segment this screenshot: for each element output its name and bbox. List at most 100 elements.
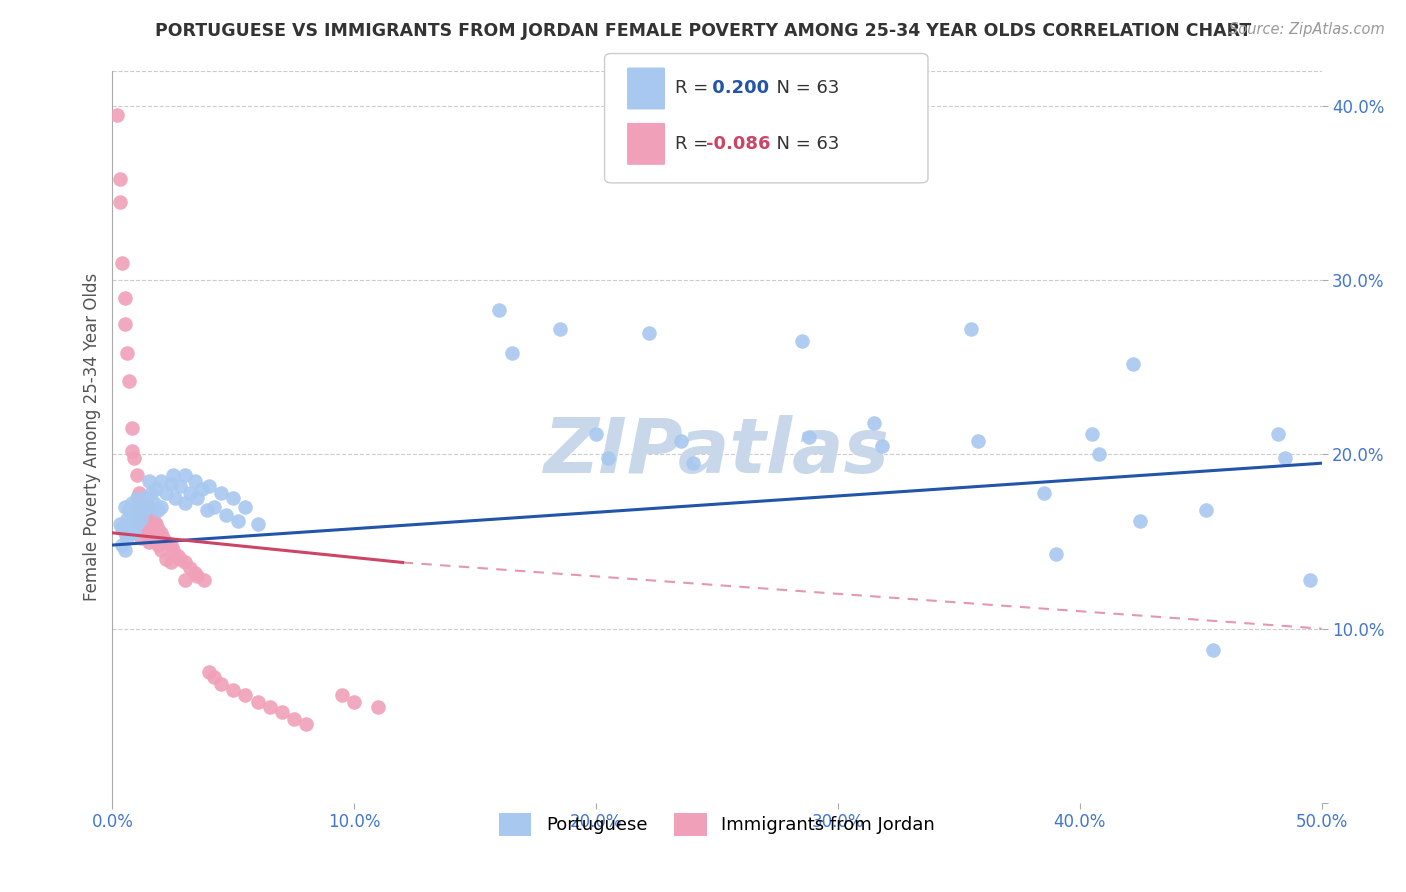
Point (108, 172, 131, 186)
Point (162, 543, 184, 558)
Point (149, 525, 172, 540)
Point (166, 549, 188, 563)
Point (114, 317, 136, 331)
Point (209, 485, 232, 500)
Point (121, 444, 143, 458)
Point (1088, 448, 1111, 462)
Point (169, 479, 191, 493)
Point (330, 688, 353, 702)
Y-axis label: Female Poverty Among 25-34 Year Olds: Female Poverty Among 25-34 Year Olds (83, 273, 101, 601)
Point (141, 508, 163, 523)
Point (115, 531, 138, 545)
Point (1081, 426, 1104, 441)
Point (121, 496, 143, 510)
Point (128, 503, 150, 517)
Point (179, 560, 201, 574)
Point (145, 534, 167, 549)
Point (198, 665, 221, 680)
Point (614, 152, 637, 166)
Point (174, 573, 197, 587)
Point (1202, 642, 1225, 657)
Point (222, 682, 245, 697)
Point (222, 491, 245, 505)
Point (202, 670, 225, 684)
Text: R =: R = (675, 79, 714, 97)
Point (198, 479, 221, 493)
Point (145, 483, 167, 497)
Point (638, 326, 661, 340)
Point (135, 508, 157, 523)
Point (105, 108, 128, 122)
Point (125, 517, 148, 532)
Point (118, 375, 141, 389)
Point (142, 496, 165, 510)
Point (797, 430, 820, 444)
Point (111, 256, 134, 270)
Text: ZIPatlas: ZIPatlas (544, 415, 890, 489)
Point (122, 525, 145, 540)
Text: 0.200: 0.200 (706, 79, 769, 97)
Point (598, 450, 620, 465)
Point (121, 421, 143, 435)
Point (115, 512, 138, 526)
Point (174, 556, 197, 570)
Point (235, 500, 257, 514)
Point (138, 500, 160, 514)
Point (183, 474, 205, 488)
Point (131, 531, 153, 545)
Point (548, 322, 571, 336)
Point (155, 552, 177, 566)
Point (114, 543, 136, 558)
Text: R =: R = (675, 135, 714, 153)
Point (682, 456, 704, 470)
Text: N = 63: N = 63 (765, 135, 839, 153)
Point (131, 496, 153, 510)
Point (138, 500, 160, 514)
Point (259, 700, 281, 714)
Point (165, 491, 187, 505)
Point (132, 503, 155, 517)
Point (967, 434, 990, 448)
Text: Source: ZipAtlas.com: Source: ZipAtlas.com (1229, 22, 1385, 37)
Point (148, 538, 170, 552)
Point (108, 517, 131, 532)
Point (149, 500, 172, 514)
Point (669, 434, 692, 448)
Point (174, 496, 197, 510)
Text: N = 63: N = 63 (765, 79, 839, 97)
Point (141, 485, 163, 500)
Point (131, 512, 153, 526)
Point (488, 302, 510, 317)
Point (183, 566, 205, 580)
Point (115, 346, 138, 360)
Point (145, 517, 167, 532)
Point (1129, 514, 1152, 528)
Point (1045, 547, 1067, 561)
Point (343, 695, 366, 709)
Point (246, 517, 269, 532)
Point (295, 717, 318, 731)
Point (246, 695, 269, 709)
Point (131, 514, 153, 528)
Point (121, 514, 143, 528)
Point (226, 514, 249, 528)
Point (195, 503, 218, 517)
Point (191, 483, 214, 497)
Point (125, 491, 148, 505)
Point (128, 500, 150, 514)
Point (125, 491, 148, 505)
Point (149, 543, 172, 558)
Point (114, 291, 136, 305)
Point (125, 508, 148, 523)
Point (125, 468, 148, 483)
Point (118, 503, 141, 517)
Point (209, 677, 232, 691)
Point (152, 531, 174, 545)
Point (186, 569, 208, 583)
Point (128, 485, 150, 500)
Point (149, 474, 172, 488)
Point (367, 700, 389, 714)
Point (870, 439, 893, 453)
Point (1298, 573, 1320, 587)
Point (141, 525, 163, 540)
